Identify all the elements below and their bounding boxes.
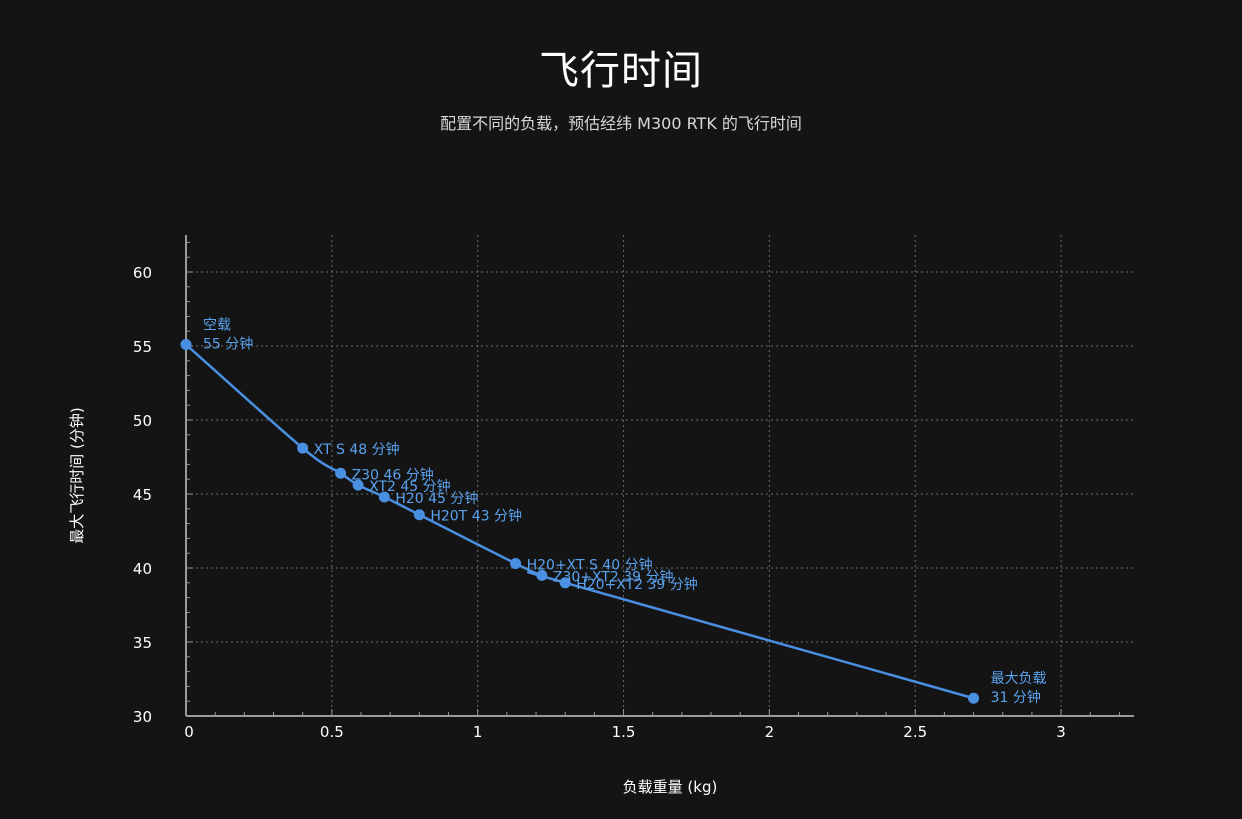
- data-point: [297, 442, 309, 454]
- data-label: 55 分钟: [203, 336, 253, 353]
- y-tick-label: 30: [133, 708, 152, 726]
- data-label: H20+XT S 40 分钟: [527, 557, 653, 574]
- y-tick-label: 35: [133, 634, 152, 652]
- chart-title: 飞行时间: [539, 48, 703, 94]
- data-point: [536, 569, 548, 581]
- data-label: 空载: [203, 318, 231, 334]
- data-point: [510, 558, 522, 570]
- data-point: [413, 509, 425, 521]
- x-tick-label: 1: [473, 723, 483, 741]
- data-label: Z30 46 分钟: [352, 466, 434, 483]
- x-tick-label: 0: [184, 723, 194, 741]
- data-point: [559, 577, 571, 589]
- data-label: Z30+XT2 39 分钟: [553, 568, 674, 585]
- data-label: H20+XT2 39 分钟: [576, 576, 698, 593]
- tick-labels: 0 0.5 1 1.5 2 2.5 3 30 35 40 45 50 55 60: [133, 264, 1066, 741]
- grid-lines: [186, 235, 1134, 716]
- data-point: [335, 467, 347, 479]
- data-label: 最大负载: [991, 671, 1047, 687]
- x-tick-label: 0.5: [320, 723, 344, 741]
- data-point: [378, 491, 390, 503]
- chart-subtitle: 配置不同的负载，预估经纬 M300 RTK 的飞行时间: [440, 114, 802, 133]
- data-label: H20T 43 分钟: [430, 508, 522, 525]
- data-label: 31 分钟: [991, 689, 1041, 706]
- y-tick-label: 45: [133, 486, 152, 504]
- x-axis-title: 负载重量 (kg): [623, 778, 718, 796]
- x-tick-label: 2: [765, 723, 775, 741]
- x-tick-label: 2.5: [903, 723, 927, 741]
- data-points: [180, 339, 980, 704]
- data-label: XT2 45 分钟: [369, 478, 451, 495]
- y-tick-label: 55: [133, 338, 152, 356]
- y-axis-title: 最大飞行时间 (分钟): [68, 407, 86, 543]
- data-label: H20 45 分钟: [395, 490, 478, 507]
- y-tick-label: 60: [133, 264, 152, 282]
- y-tick-label: 50: [133, 412, 152, 430]
- x-tick-label: 1.5: [612, 723, 636, 741]
- x-tick-label: 3: [1056, 723, 1066, 741]
- data-point: [180, 339, 192, 351]
- axes: [185, 235, 1134, 717]
- data-point: [968, 692, 980, 704]
- data-point: [352, 479, 364, 491]
- series-line: [185, 343, 974, 700]
- data-label: XT S 48 分钟: [314, 441, 400, 458]
- y-tick-label: 40: [133, 560, 152, 578]
